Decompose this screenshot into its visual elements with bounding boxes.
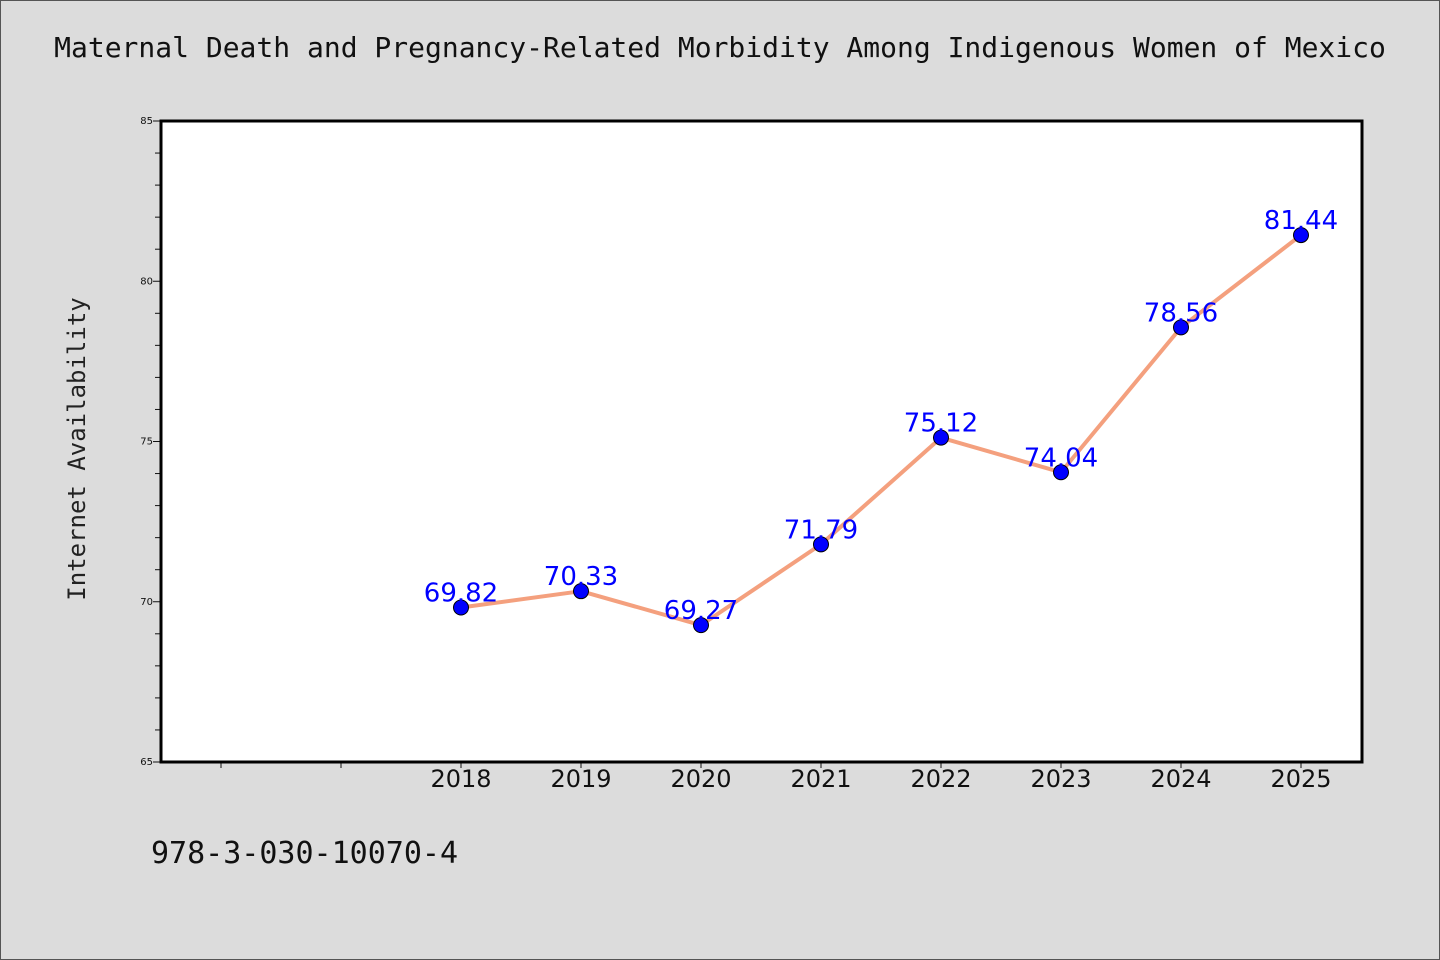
x-tick-label: 2023 <box>1030 765 1091 793</box>
x-tick-label: 2024 <box>1150 765 1211 793</box>
data-label: 69.82 <box>424 579 498 609</box>
data-label: 70.33 <box>544 562 618 592</box>
y-tick-label: 70 <box>140 597 153 608</box>
y-tick-label: 80 <box>140 276 153 287</box>
y-tick-label: 75 <box>140 437 153 448</box>
data-label: 81.44 <box>1264 206 1338 236</box>
x-tick-label: 2021 <box>790 765 851 793</box>
plot-frame <box>159 119 1364 764</box>
data-point <box>1293 227 1309 244</box>
x-tick-label: 2020 <box>670 765 731 793</box>
x-tick-label: 2025 <box>1270 765 1331 793</box>
data-label: 74.04 <box>1024 443 1098 473</box>
data-point <box>573 583 589 600</box>
data-label: 71.79 <box>784 515 858 545</box>
y-tick-label: 65 <box>140 757 153 768</box>
data-point <box>693 617 709 634</box>
data-label: 75.12 <box>904 409 978 439</box>
series-line <box>460 233 1303 628</box>
chart-title: Maternal Death and Pregnancy-Related Mor… <box>54 31 1386 64</box>
data-label: 69.27 <box>664 596 738 626</box>
data-point <box>813 536 829 553</box>
y-tick-label: 85 <box>140 116 153 127</box>
x-tick-label: 2022 <box>910 765 971 793</box>
data-point <box>1053 464 1069 481</box>
data-point <box>1173 319 1189 336</box>
data-label: 78.56 <box>1144 298 1218 328</box>
data-point <box>453 599 469 616</box>
data-point <box>933 429 949 446</box>
x-tick-label: 2018 <box>430 765 491 793</box>
isbn-footnote: 978-3-030-10070-4 <box>151 836 459 871</box>
plot-background <box>161 121 1362 762</box>
x-tick-label: 2019 <box>550 765 611 793</box>
